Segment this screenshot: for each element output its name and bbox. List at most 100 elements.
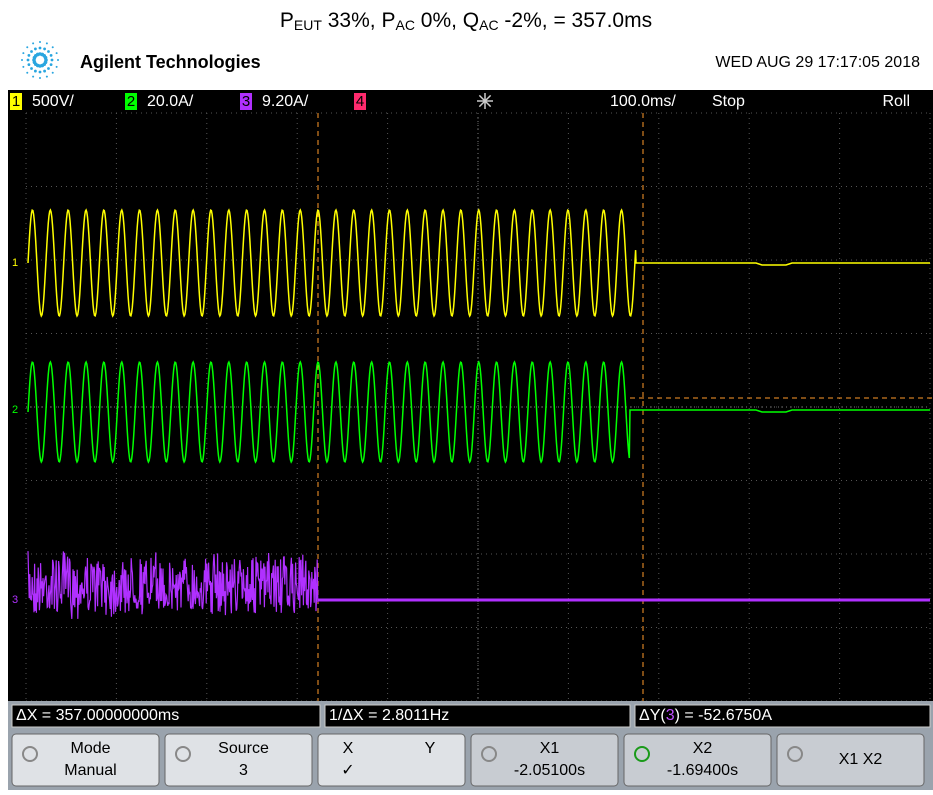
logo-dot: [50, 58, 54, 62]
title-part: Q: [463, 9, 479, 32]
softkey-value: 3: [239, 762, 248, 779]
title-sub: AC: [395, 17, 414, 33]
ch-badge: [10, 93, 22, 110]
timebase: 100.0ms/: [610, 93, 676, 110]
logo-dot: [38, 46, 42, 50]
title-sub: EUT: [294, 17, 322, 33]
delta-y-part: ΔY(: [639, 707, 666, 724]
ground-marker: 1: [12, 257, 18, 269]
title-sub: AC: [479, 17, 498, 33]
ch-number: 2: [127, 93, 135, 110]
title-part: -2%, = 357.0ms: [499, 9, 653, 32]
ray: [484, 94, 492, 102]
logo-dot: [47, 67, 50, 70]
logo-dot: [43, 55, 48, 60]
delta-x: ΔX = 357.00000000ms: [16, 707, 179, 724]
softkey[interactable]: [11, 733, 160, 787]
logo-dot: [51, 71, 54, 74]
logo-dot: [39, 77, 41, 79]
ch-number: 4: [356, 93, 364, 110]
softkey-label: X1: [540, 740, 560, 757]
logo-dot: [26, 71, 29, 74]
logo-dot: [21, 59, 23, 61]
logo-dot: [55, 52, 58, 55]
delta-y: ΔY(3) = -52.6750A: [639, 707, 772, 724]
softkey-label: X1 X2: [839, 751, 883, 768]
brand: Agilent Technologies: [80, 52, 261, 72]
softkey[interactable]: [776, 733, 925, 787]
ch-scale: 500V/: [32, 93, 74, 110]
logo-dot: [22, 65, 25, 68]
channel-bar: [8, 90, 933, 113]
logo: [21, 41, 59, 79]
title: PEUT 33%, PAC 0%, QAC -2%, = 357.0ms: [280, 9, 652, 33]
logo-dot: [27, 63, 31, 66]
logo-dot: [30, 50, 33, 53]
logo-dot: [45, 42, 48, 45]
logo-dot: [39, 41, 41, 43]
logo-dot: [34, 69, 37, 73]
logo-dot: [30, 67, 33, 70]
run-state: Stop: [712, 93, 745, 110]
softkey-value: -2.05100s: [514, 762, 585, 779]
softkeys: Mode Manual Source 3 X Y ✓ X1 -2.05100s X2 -1.6940…: [11, 733, 925, 787]
logo-dot: [22, 52, 25, 55]
ch-number: 1: [12, 93, 20, 110]
mode: Roll: [882, 93, 910, 110]
logo-dot: [47, 50, 50, 53]
ch-badge: [354, 93, 366, 110]
logo-dot: [32, 42, 35, 45]
logo-dot: [55, 65, 58, 68]
knob-icon: [175, 746, 191, 762]
ground-marker: 2: [12, 404, 18, 416]
measure-box: [324, 704, 631, 728]
softkey-label: Mode: [70, 740, 110, 757]
title-part: P: [280, 9, 294, 32]
logo-dot: [49, 63, 53, 66]
trace: [27, 551, 930, 619]
knob-icon: [787, 746, 803, 762]
logo-dot: [34, 47, 37, 51]
ray: [484, 100, 492, 108]
softkey[interactable]: [164, 733, 313, 787]
measure-box: [11, 704, 321, 728]
ch-badge: [125, 93, 137, 110]
softkey-label: Y: [425, 740, 436, 757]
ray: [478, 100, 486, 108]
ch-scale: 9.20A/: [262, 93, 309, 110]
logo-dot: [49, 54, 53, 57]
knob-icon: [22, 746, 38, 762]
knob-icon: [634, 746, 650, 762]
delta-y-source: 3: [666, 707, 675, 724]
datetime: WED AUG 29 17:17:05 2018: [715, 54, 920, 71]
softkey[interactable]: [623, 733, 772, 787]
logo-dot: [43, 47, 46, 51]
softkey-label: Source: [218, 740, 269, 757]
softkey-label: X2: [693, 740, 713, 757]
softkey-value: Manual: [64, 762, 116, 779]
logo-dot: [27, 54, 31, 57]
ch-number: 3: [242, 93, 250, 110]
logo-dot: [45, 75, 48, 78]
ray: [478, 94, 486, 102]
measure-box: [634, 704, 931, 728]
softkey-value: -1.69400s: [667, 762, 738, 779]
knob-icon: [481, 746, 497, 762]
ch-scale: 20.0A/: [147, 93, 194, 110]
logo-dot: [32, 75, 35, 78]
ch-badge: [240, 93, 252, 110]
logo-dot: [57, 59, 59, 61]
trace: [27, 360, 930, 464]
softkey[interactable]: [317, 733, 466, 787]
logo-dot: [26, 58, 30, 62]
logo-dot: [51, 46, 54, 49]
waveforms: [27, 208, 930, 619]
logo-dot: [43, 69, 46, 73]
logo-dot: [26, 46, 29, 49]
softkey[interactable]: [470, 733, 619, 787]
inv-delta-x: 1/ΔX = 2.8011Hz: [329, 707, 449, 724]
title-part: P: [381, 9, 395, 32]
ground-marker: 3: [12, 594, 18, 606]
